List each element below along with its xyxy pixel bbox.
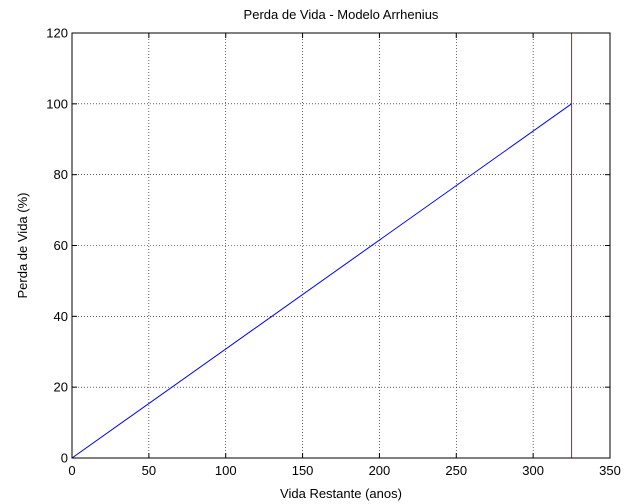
x-axis-label: Vida Restante (anos) — [280, 486, 402, 501]
x-tick-label: 150 — [292, 463, 314, 478]
series-layer — [71, 103, 572, 459]
y-tick-label: 80 — [54, 167, 68, 182]
x-tick-label: 200 — [369, 463, 391, 478]
x-tick-label: 50 — [142, 463, 156, 478]
grid-lines — [72, 33, 610, 458]
y-tick-label: 20 — [54, 380, 68, 395]
y-tick-label: 60 — [54, 238, 68, 253]
y-axis-label: Perda de Vida (%) — [15, 193, 30, 299]
x-tick-label: 250 — [445, 463, 467, 478]
y-tick-label: 0 — [61, 451, 68, 466]
tick-marks — [71, 32, 611, 459]
y-tick-labels: 0 20 40 60 80 100 120 — [46, 26, 68, 466]
x-tick-label: 300 — [522, 463, 544, 478]
x-tick-label: 0 — [68, 463, 75, 478]
x-tick-label: 350 — [599, 463, 621, 478]
y-tick-label: 40 — [54, 309, 68, 324]
chart-title: Perda de Vida - Modelo Arrhenius — [244, 7, 439, 22]
plot-area — [72, 33, 610, 458]
series-line-1 — [71, 103, 572, 459]
y-tick-label: 100 — [46, 96, 68, 111]
x-tick-label: 100 — [215, 463, 237, 478]
x-tick-labels: 0 50 100 150 200 250 300 350 — [68, 463, 620, 478]
y-tick-label: 120 — [46, 26, 68, 41]
